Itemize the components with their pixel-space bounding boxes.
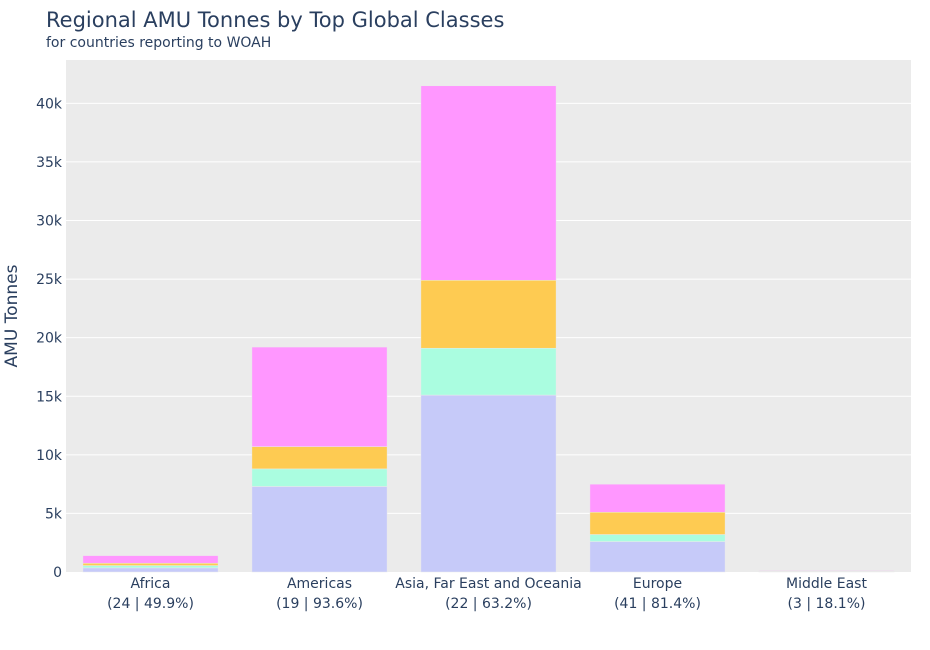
x-tick-labels: Africa (24 | 49.9%) Americas (19 | 93.6%) As… [107, 576, 867, 612]
bar-segment[interactable] [589, 534, 726, 542]
chart-title: Regional AMU Tonnes by Top Global Classe… [46, 8, 505, 32]
chart-subtitle: for countries reporting to WOAH [46, 35, 272, 51]
bar-segment[interactable] [251, 468, 388, 487]
bar-segment[interactable] [82, 565, 219, 569]
y-tick-label: 30k [36, 214, 63, 230]
x-tick-label: Europe [633, 576, 682, 592]
x-tick-label: Asia, Far East and Oceania [395, 576, 582, 592]
x-tick-sublabel: (41 | 81.4%) [614, 596, 701, 612]
bar-segment[interactable] [251, 486, 388, 573]
y-tick-labels: 0 5k 10k 15k 20k 25k 30k 35k 40k [36, 96, 63, 581]
bar-segment[interactable] [420, 347, 557, 396]
y-tick-label: 40k [36, 96, 63, 112]
bar-segment[interactable] [82, 567, 219, 573]
x-tick-label: Americas [287, 576, 352, 592]
x-tick-label: Middle East [786, 576, 867, 592]
x-tick-sublabel: (22 | 63.2%) [445, 596, 532, 612]
bars[interactable] [82, 85, 895, 573]
x-tick-label: Africa [131, 576, 171, 592]
bar-segment[interactable] [589, 511, 726, 535]
bar-segment[interactable] [420, 394, 557, 573]
bar-segment[interactable] [251, 446, 388, 470]
y-tick-label: 35k [36, 155, 63, 171]
y-tick-label: 0 [53, 565, 62, 581]
bar-segment[interactable] [758, 570, 895, 572]
y-tick-label: 20k [36, 331, 63, 347]
x-tick-sublabel: (19 | 93.6%) [276, 596, 363, 612]
y-tick-label: 15k [36, 389, 63, 405]
bar-segment[interactable] [589, 483, 726, 513]
bar-segment[interactable] [589, 541, 726, 573]
bar-segment[interactable] [82, 562, 219, 566]
x-tick-sublabel: (24 | 49.9%) [107, 596, 194, 612]
y-tick-label: 5k [45, 506, 63, 522]
bar-segment[interactable] [420, 280, 557, 349]
y-tick-label: 10k [36, 448, 63, 464]
y-axis-label: AMU Tonnes [2, 264, 22, 367]
bar-segment[interactable] [251, 346, 388, 447]
x-tick-sublabel: (3 | 18.1%) [788, 596, 866, 612]
y-tick-label: 25k [36, 272, 63, 288]
bar-segment[interactable] [420, 85, 557, 281]
bar-segment[interactable] [82, 555, 219, 564]
